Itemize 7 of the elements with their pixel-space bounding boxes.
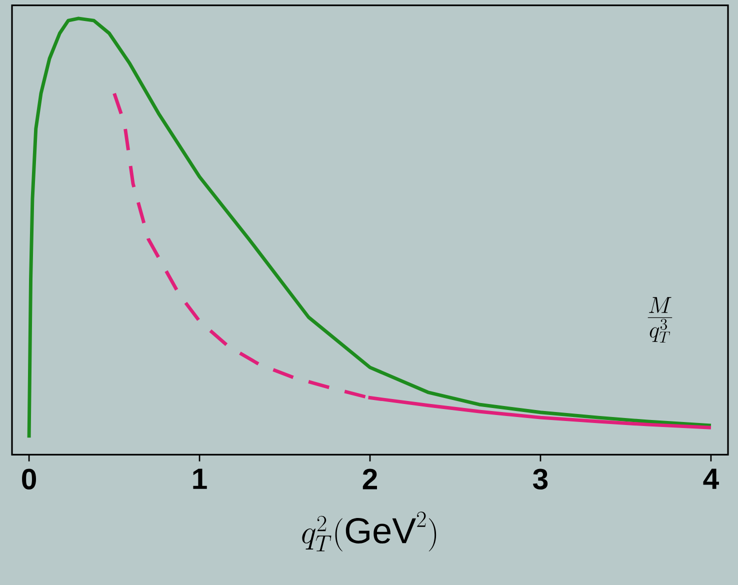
x-tick-label: 4 <box>703 468 719 489</box>
x-axis-title: $q_T^2(\mathrm{GeV}^2)$ <box>302 512 436 552</box>
x-tick-label: 2 <box>362 468 377 490</box>
x-tick-label: 0 <box>22 468 36 490</box>
x-tick-label: 3 <box>532 468 548 490</box>
annotation: $\frac{M}{q_T^3}$ <box>648 297 672 343</box>
x-tick-label: 1 <box>193 468 207 489</box>
